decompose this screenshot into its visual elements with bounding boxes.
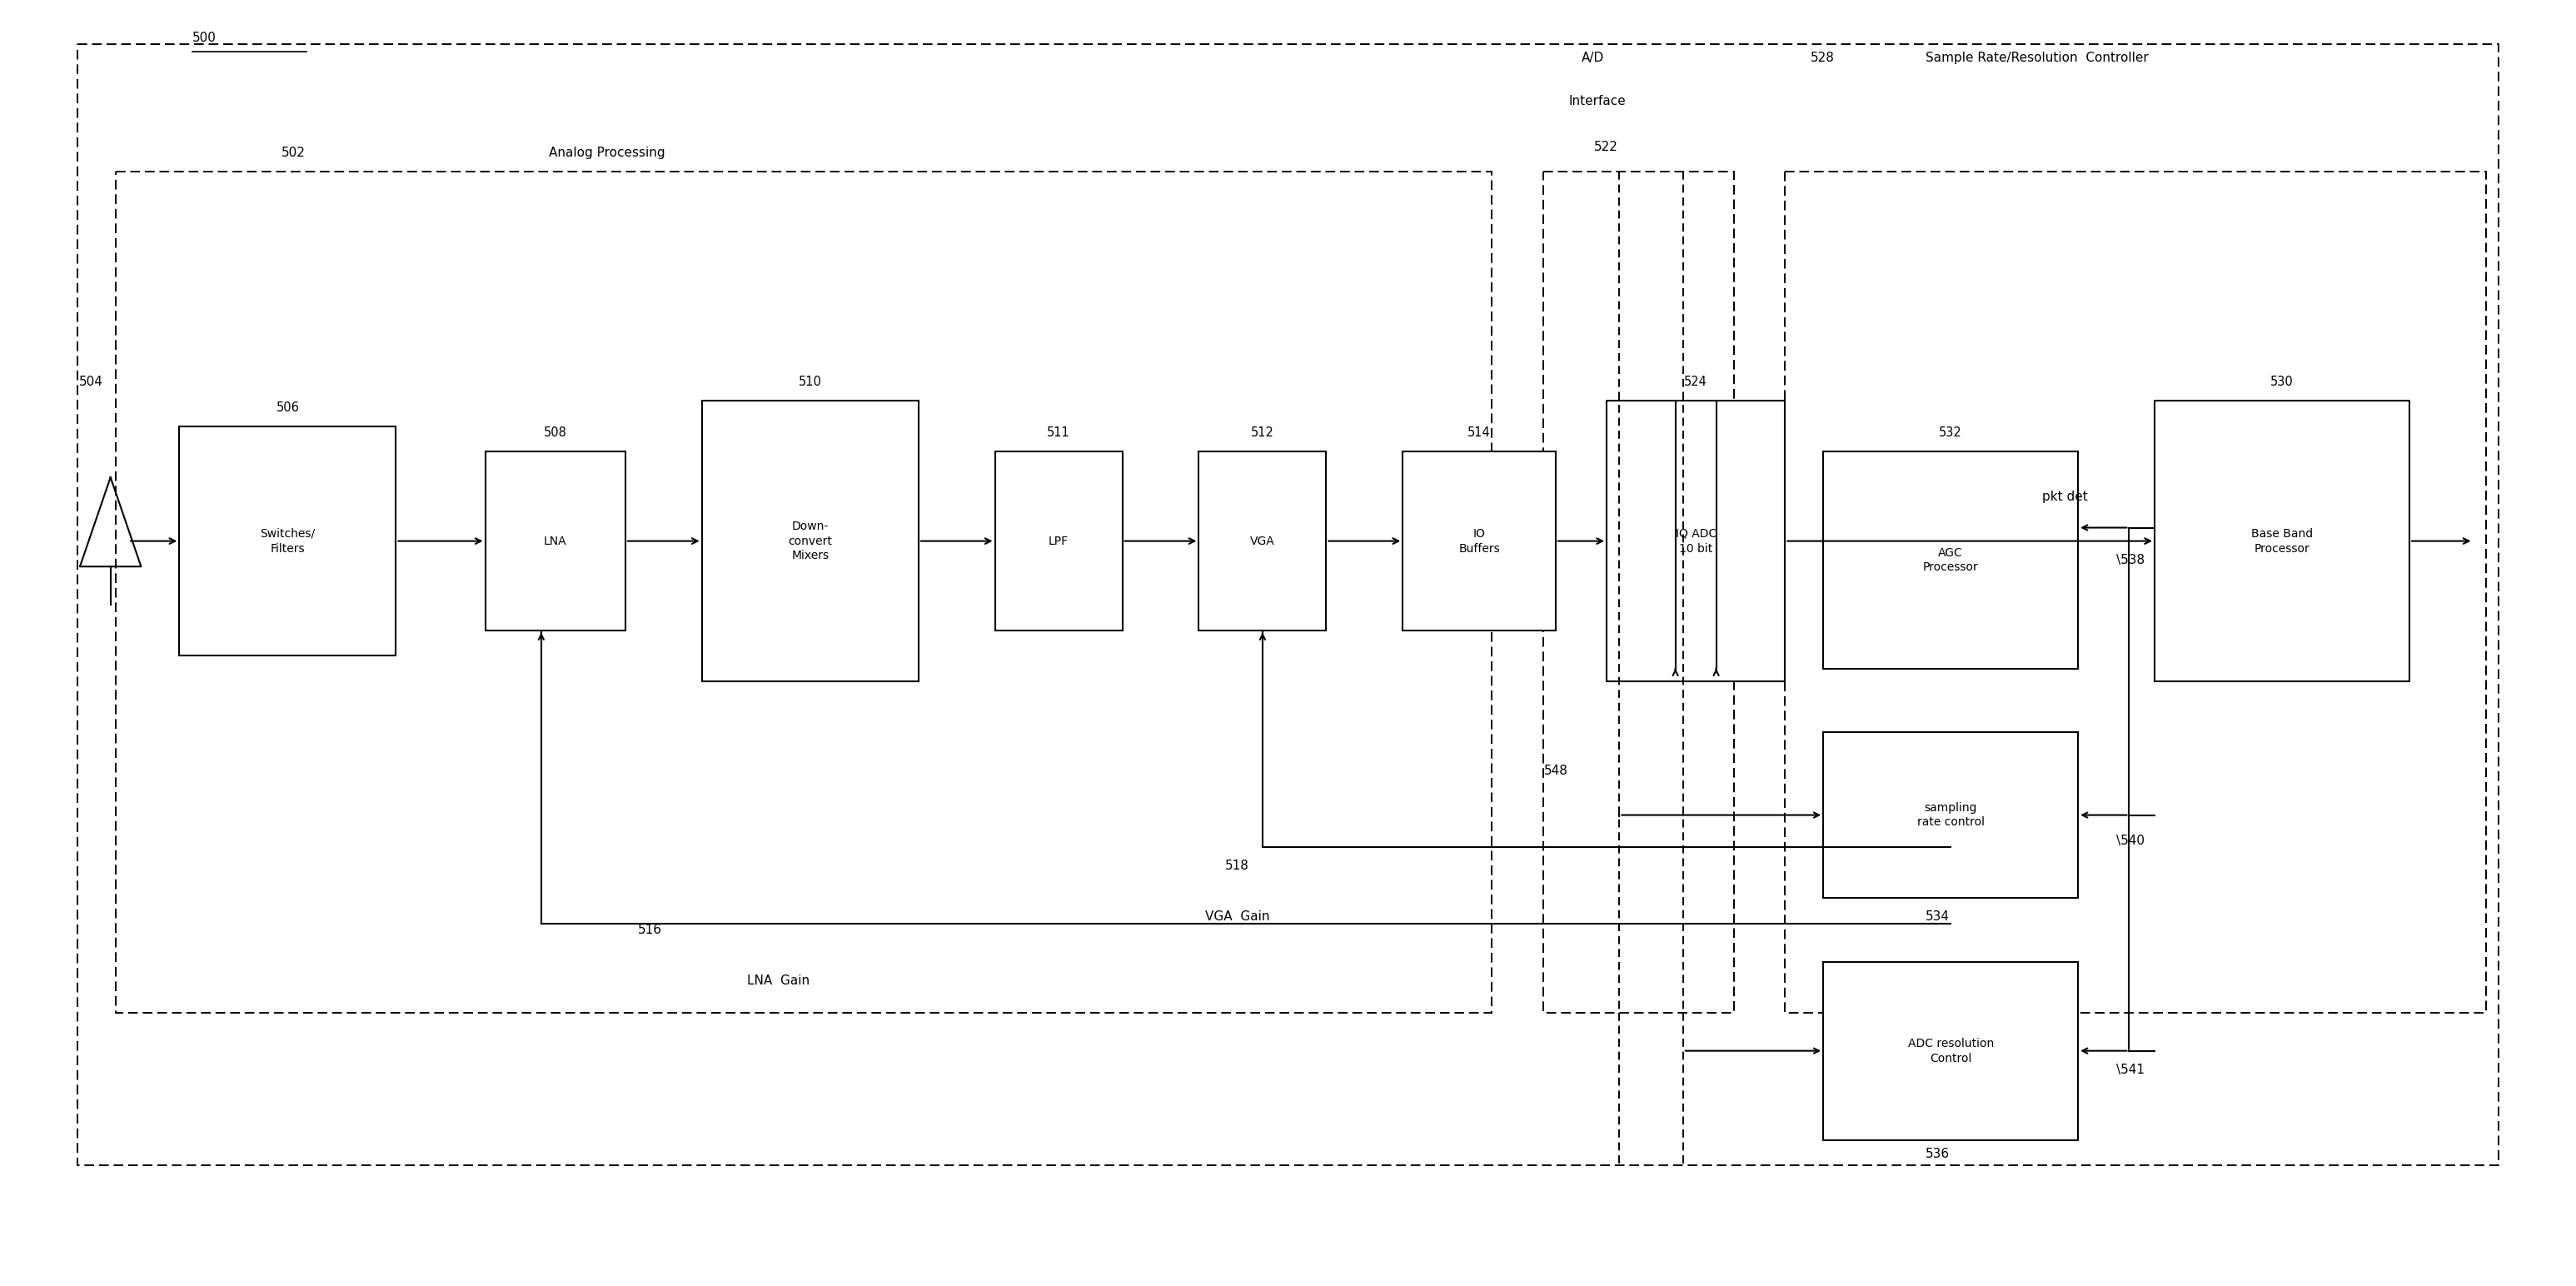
Text: 518: 518 [1226, 859, 1249, 872]
Text: 504: 504 [80, 376, 103, 388]
Bar [1824, 451, 2079, 669]
Text: 506: 506 [276, 401, 299, 414]
Text: 500: 500 [193, 31, 216, 44]
Text: Switches/
Filters: Switches/ Filters [260, 527, 314, 554]
Text: 532: 532 [1940, 427, 1963, 439]
Bar [1543, 171, 1734, 1012]
Text: 534: 534 [1927, 910, 1950, 923]
Text: 522: 522 [1595, 141, 1618, 153]
Text: sampling
rate control: sampling rate control [1917, 801, 1984, 828]
Bar [701, 401, 920, 682]
Text: LNA: LNA [544, 535, 567, 547]
Text: ADC resolution
Control: ADC resolution Control [1909, 1038, 1994, 1064]
Text: \540: \540 [2117, 835, 2146, 846]
Text: 511: 511 [1046, 427, 1069, 439]
Text: 536: 536 [1927, 1147, 1950, 1160]
Bar [1824, 732, 2079, 898]
Text: IO
Buffers: IO Buffers [1458, 527, 1499, 554]
Text: 502: 502 [281, 147, 307, 158]
Text: \538: \538 [2117, 554, 2146, 566]
Text: Sample Rate/Resolution  Controller: Sample Rate/Resolution Controller [1924, 51, 2148, 64]
Bar [1404, 451, 1556, 630]
Bar [116, 171, 1492, 1012]
Bar [1198, 451, 1327, 630]
Text: LPF: LPF [1048, 535, 1069, 547]
Text: 530: 530 [2269, 376, 2293, 388]
Bar [484, 451, 626, 630]
Text: Analog Processing: Analog Processing [549, 147, 665, 158]
Text: 524: 524 [1685, 376, 1708, 388]
Text: Down-
convert
Mixers: Down- convert Mixers [788, 521, 832, 562]
Text: 516: 516 [639, 923, 662, 936]
Bar [994, 451, 1123, 630]
Text: VGA  Gain: VGA Gain [1206, 910, 1270, 923]
Text: 512: 512 [1252, 427, 1275, 439]
Text: 510: 510 [799, 376, 822, 388]
Text: 548: 548 [1543, 764, 1569, 777]
Bar [77, 44, 2499, 1165]
Text: AGC
Processor: AGC Processor [1922, 547, 1978, 574]
Bar [2154, 401, 2409, 682]
Text: LNA  Gain: LNA Gain [747, 975, 809, 986]
Bar [1785, 171, 2486, 1012]
Text: VGA: VGA [1249, 535, 1275, 547]
Text: \541: \541 [2117, 1064, 2146, 1076]
Text: Interface: Interface [1569, 95, 1625, 108]
Bar [1824, 962, 2079, 1139]
Bar [1607, 401, 1785, 682]
Text: 514: 514 [1468, 427, 1492, 439]
Text: Base Band
Processor: Base Band Processor [2251, 527, 2313, 554]
Text: 508: 508 [544, 427, 567, 439]
Text: IQ ADC
10 bit: IQ ADC 10 bit [1674, 527, 1716, 554]
Text: A/D: A/D [1582, 51, 1605, 64]
Text: pkt det: pkt det [2043, 490, 2089, 503]
Bar [180, 427, 397, 656]
Text: 528: 528 [1811, 51, 1834, 64]
